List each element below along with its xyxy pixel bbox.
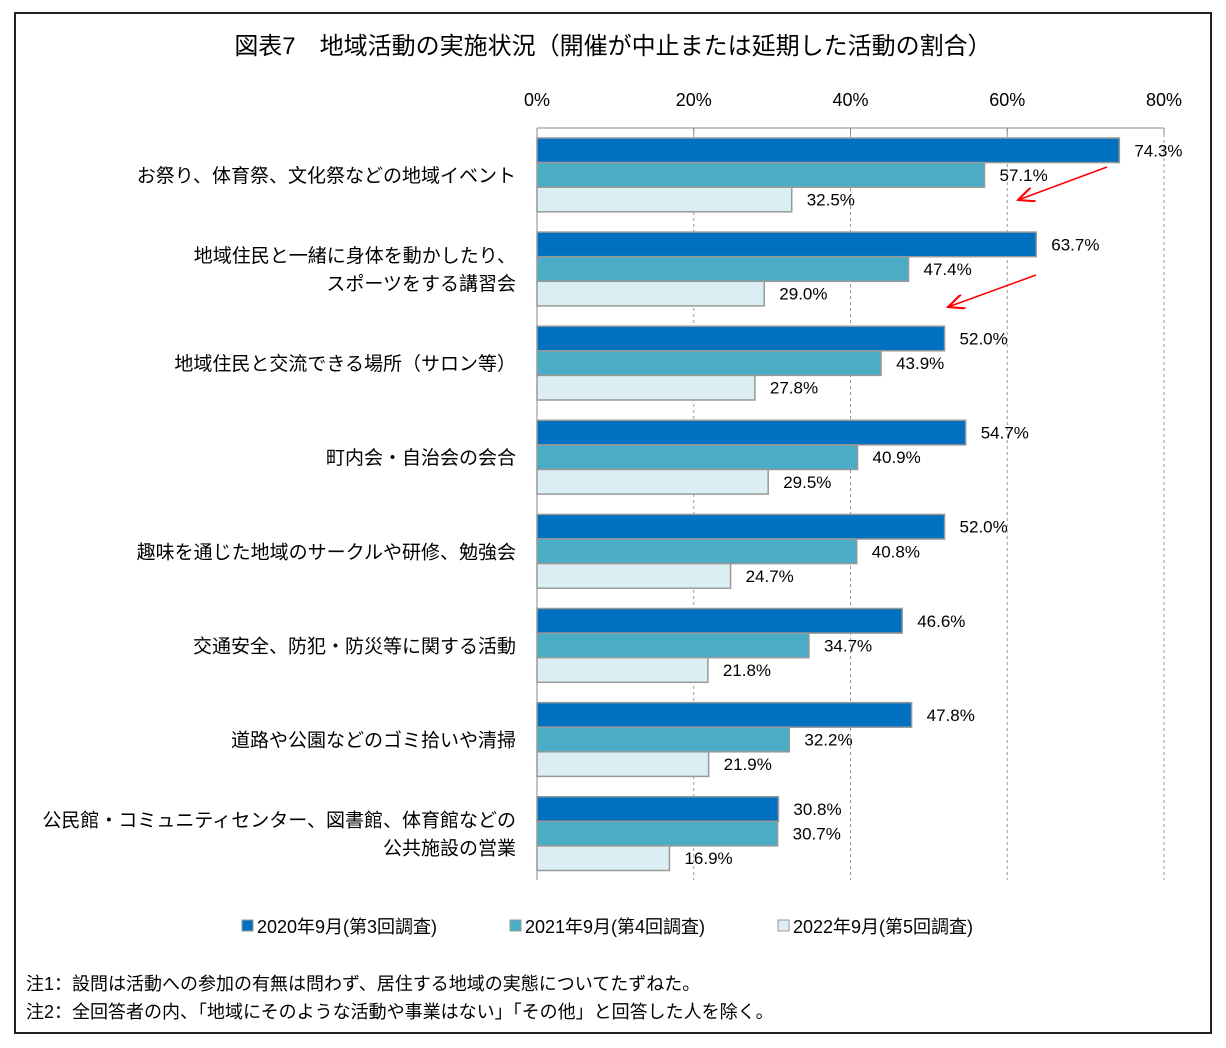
- bar: [536, 795, 780, 823]
- bar: [536, 751, 710, 778]
- data-label: 29.5%: [783, 473, 831, 492]
- legend-label: 2020年9月(第3回調査): [257, 917, 437, 937]
- decline-arrow: [948, 274, 1037, 307]
- category-label: 趣味を通じた地域のサークルや研修、勉強会: [137, 541, 516, 563]
- tick-label: 0%: [524, 90, 550, 110]
- data-label: 52.0%: [960, 518, 1008, 537]
- category-label: 交通安全、防犯・防災等に関する活動: [193, 635, 516, 657]
- bar: [536, 820, 779, 847]
- bar: [536, 726, 791, 753]
- bar: [536, 845, 671, 872]
- bar: [536, 137, 1121, 164]
- bar: [536, 374, 756, 401]
- data-label: 30.7%: [793, 825, 841, 844]
- data-label: 54.7%: [981, 424, 1029, 443]
- legend-label: 2022年9月(第5回調査): [793, 917, 973, 937]
- bar: [536, 513, 946, 540]
- bar: [536, 632, 810, 659]
- data-label: 30.8%: [793, 800, 841, 819]
- category-label: スポーツをする講習会: [326, 273, 516, 295]
- data-label: 47.8%: [927, 706, 975, 725]
- bar: [536, 280, 766, 307]
- legend-swatch: [777, 919, 790, 932]
- bar: [536, 419, 967, 446]
- data-label: 32.5%: [807, 191, 855, 210]
- bar: [536, 255, 910, 283]
- data-label: 43.9%: [896, 354, 944, 373]
- data-label: 21.9%: [724, 755, 772, 774]
- bar: [536, 161, 986, 188]
- bar: [536, 607, 903, 634]
- category-label: 町内会・自治会の会合: [326, 447, 516, 469]
- legend-swatch: [509, 919, 522, 932]
- note-1: 注1：設問は活動への参加の有無は問わず、居住する地域の実態についてたずねた。: [26, 974, 701, 994]
- data-label: 21.8%: [723, 661, 771, 680]
- decline-arrow: [1018, 166, 1108, 200]
- category-label: 地域住民と一緒に身体を動かしたり、: [194, 245, 516, 267]
- bar: [536, 468, 769, 495]
- bar: [536, 444, 859, 471]
- data-label: 47.4%: [923, 260, 971, 279]
- bar: [536, 656, 709, 684]
- bar: [536, 325, 946, 352]
- data-label: 46.6%: [917, 612, 965, 631]
- data-label: 29.0%: [779, 285, 827, 304]
- note-2: 注2：全回答者の内、「地域にそのような活動や事業はない」「その他」と回答した人を…: [26, 1002, 774, 1022]
- data-label: 52.0%: [960, 330, 1008, 349]
- chart-title: 図表7 地域活動の実施状況（開催が中止または延期した活動の割合）: [234, 33, 991, 60]
- category-label: 地域住民と交流できる場所（サロン等）: [174, 353, 516, 375]
- tick-label: 20%: [676, 90, 712, 110]
- category-label: 公共施設の営業: [383, 838, 516, 860]
- category-label: お祭り、体育祭、文化祭などの地域イベント: [137, 165, 516, 187]
- data-label: 32.2%: [804, 731, 852, 750]
- data-label: 16.9%: [684, 849, 732, 868]
- legend-label: 2021年9月(第4回調査): [525, 917, 705, 937]
- tick-label: 80%: [1146, 90, 1182, 110]
- category-label: 道路や公園などのゴミ拾いや清掃: [231, 730, 516, 752]
- data-label: 74.3%: [1134, 141, 1182, 160]
- tick-label: 60%: [989, 90, 1025, 110]
- legend-swatch: [241, 919, 254, 932]
- bar: [536, 562, 732, 589]
- category-label: 公民館・コミュニティセンター、図書館、体育館などの: [42, 810, 516, 832]
- bar: [536, 701, 913, 728]
- bar: [536, 538, 858, 565]
- data-label: 57.1%: [1000, 166, 1048, 185]
- data-label: 63.7%: [1051, 235, 1099, 254]
- data-label: 40.8%: [872, 542, 920, 561]
- tick-label: 40%: [832, 90, 868, 110]
- data-label: 40.9%: [873, 448, 921, 467]
- data-label: 27.8%: [770, 379, 818, 398]
- data-label: 24.7%: [746, 567, 794, 586]
- bar: [536, 350, 882, 377]
- chart-frame: [14, 12, 1212, 1034]
- data-label: 34.7%: [824, 636, 872, 655]
- bar: [536, 186, 793, 213]
- bar: [536, 231, 1037, 258]
